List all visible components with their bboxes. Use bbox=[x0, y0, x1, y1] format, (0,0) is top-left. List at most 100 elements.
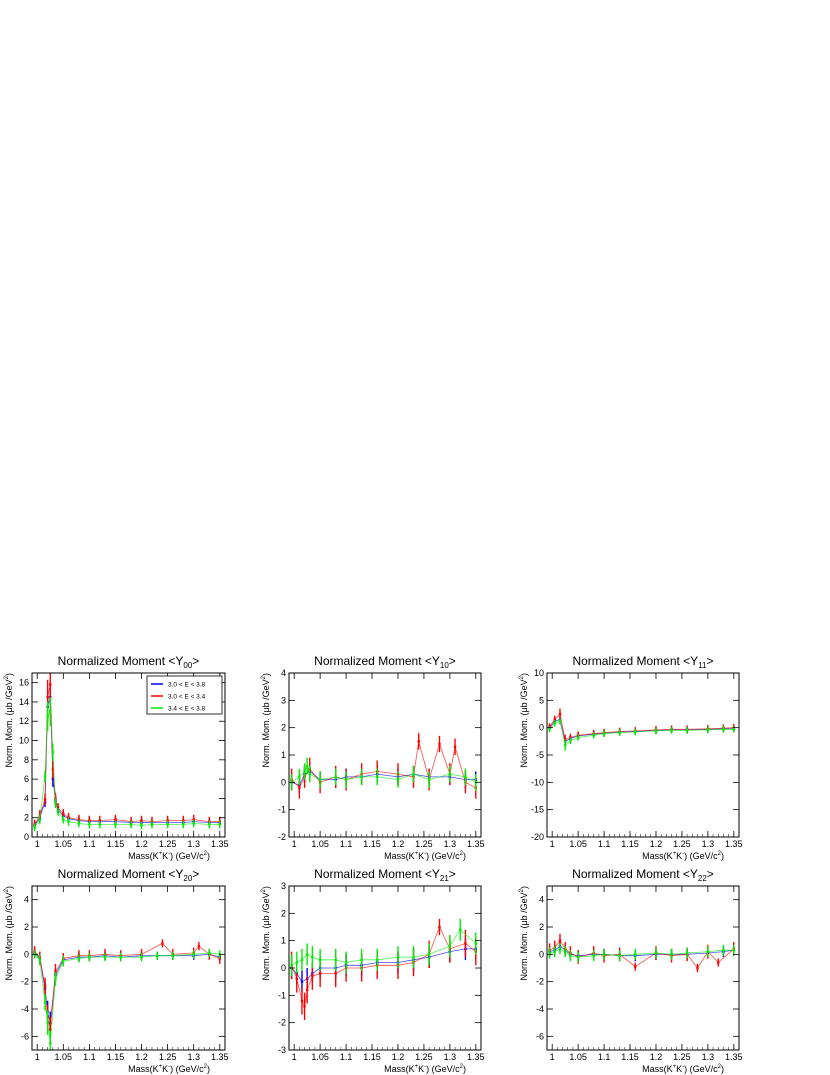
series-00ee00 bbox=[33, 697, 221, 832]
title-main: Normalized Moment <Y bbox=[572, 654, 698, 668]
x-axis-label-part: K bbox=[676, 1064, 682, 1074]
y-tick-label: -2 bbox=[536, 977, 544, 987]
x-tick-label: 1.15 bbox=[363, 1052, 381, 1062]
x-axis-label-part: - bbox=[424, 851, 426, 857]
x-axis-label-part: 2 bbox=[204, 1064, 208, 1070]
y-tick-label: -2 bbox=[278, 1018, 286, 1028]
series-trace bbox=[291, 948, 476, 983]
legend-box bbox=[146, 675, 223, 715]
x-axis-label-part: - bbox=[682, 851, 684, 857]
x-tick-label: 1.35 bbox=[467, 839, 485, 849]
x-tick-label: 1.2 bbox=[135, 839, 148, 849]
title-end: > bbox=[707, 654, 714, 668]
title-main: Normalized Moment <Y bbox=[58, 867, 184, 881]
x-tick-label: 1.15 bbox=[107, 839, 125, 849]
y-axis-label-part: 2 bbox=[519, 888, 525, 892]
y-tick-label: 0 bbox=[281, 963, 286, 973]
chart-title: Normalized Moment <Y20> bbox=[58, 867, 200, 883]
y-tick-label: -2 bbox=[278, 832, 286, 842]
title-end: > bbox=[707, 867, 714, 881]
y-axis-label-part: 2 bbox=[261, 675, 267, 679]
title-subscript: 21 bbox=[440, 874, 449, 883]
x-tick-label: 1.25 bbox=[415, 1052, 433, 1062]
x-axis-label: Mass(K+K-) (GeV/c2) bbox=[642, 851, 724, 861]
x-axis-label-part: 2 bbox=[460, 1064, 464, 1070]
title-end: > bbox=[192, 654, 199, 668]
x-axis-label-part: 2 bbox=[718, 1064, 722, 1070]
x-tick-label: 1.25 bbox=[415, 839, 433, 849]
y-axis-label-part: ) bbox=[519, 673, 529, 676]
series-trace bbox=[34, 696, 220, 826]
x-tick-label: 1.25 bbox=[159, 1052, 177, 1062]
y-axis-label-part: Norm. Mom. (μb /GeV bbox=[4, 892, 14, 980]
y-tick-label: -6 bbox=[21, 1031, 29, 1041]
y-tick-label: 4 bbox=[281, 668, 286, 678]
chart-title: Normalized Moment <Y00> bbox=[58, 654, 200, 670]
x-tick-label: 1.2 bbox=[650, 1052, 663, 1062]
title-subscript: 22 bbox=[698, 874, 707, 883]
x-axis-label-part: + bbox=[673, 1064, 677, 1070]
series-trace bbox=[291, 741, 476, 789]
y-tick-label: -4 bbox=[21, 1004, 29, 1014]
x-axis-label-part: ) (GeV/c bbox=[426, 1064, 460, 1074]
x-tick-label: 1.2 bbox=[650, 839, 663, 849]
x-tick-label: 1.25 bbox=[673, 839, 691, 849]
y-tick-label: 0 bbox=[539, 723, 544, 733]
y-axis-label-part: Norm. Mom. (μb /GeV bbox=[261, 892, 271, 980]
y-axis-label-part: Norm. Mom. (μb /GeV bbox=[519, 892, 529, 980]
y-tick-label: 4 bbox=[24, 895, 29, 905]
series-trace bbox=[291, 925, 477, 1008]
y-tick-label: -1 bbox=[278, 990, 286, 1000]
chart-panel: Normalized Moment <Y10>1 1.05 1.1 1.15 1.2 1.… bbox=[261, 654, 485, 861]
series-00ee00 bbox=[290, 757, 478, 791]
y-tick-label: 0 bbox=[24, 949, 29, 959]
x-axis-label-part: ) (GeV/c bbox=[684, 1064, 718, 1074]
title-subscript: 00 bbox=[183, 661, 192, 670]
chart-title: Normalized Moment <Y21> bbox=[314, 867, 456, 883]
x-tick-label: 1.3 bbox=[187, 839, 200, 849]
x-axis-label-part: - bbox=[424, 1064, 426, 1070]
y-tick-label: -6 bbox=[536, 1031, 544, 1041]
chart-panel: Normalized Moment <Y20>1 1.05 1.1 1.15 1.2 1.… bbox=[4, 867, 229, 1074]
x-tick-label: 1.15 bbox=[621, 839, 639, 849]
y-tick-label: 2 bbox=[281, 723, 286, 733]
x-tick-label: 1.15 bbox=[621, 1052, 639, 1062]
x-axis-label-part: K bbox=[162, 851, 168, 861]
y-axis-label: Norm. Mom. (μb /GeV2) bbox=[261, 886, 271, 981]
plot-frame bbox=[31, 885, 226, 1051]
x-axis-label: Mass(K+K-) (GeV/c2) bbox=[384, 851, 466, 861]
legend-entry: 3.4 < E < 3.8 bbox=[168, 706, 206, 713]
x-tick-label: 1 bbox=[550, 839, 555, 849]
legend-entry: 3.0 < E < 3.8 bbox=[168, 682, 206, 689]
x-tick-label: 1.1 bbox=[340, 839, 353, 849]
y-tick-label: 3 bbox=[281, 695, 286, 705]
y-tick-label: 0 bbox=[24, 832, 29, 842]
y-tick-label: -10 bbox=[531, 777, 544, 787]
x-tick-label: 1.25 bbox=[159, 839, 177, 849]
x-axis-label-part: ) (GeV/c bbox=[684, 851, 718, 861]
y-axis-label-part: ) bbox=[519, 886, 529, 889]
data-layer bbox=[290, 918, 478, 1020]
x-axis-label-part: 2 bbox=[204, 851, 208, 857]
x-tick-label: 1.35 bbox=[467, 1052, 485, 1062]
series-00ee00 bbox=[33, 948, 221, 1050]
y-axis-label-part: 2 bbox=[4, 675, 10, 679]
x-axis-label-part: Mass(K bbox=[384, 851, 415, 861]
y-axis-label-part: ) bbox=[4, 886, 14, 889]
y-tick-label: 2 bbox=[24, 922, 29, 932]
series-trace bbox=[34, 710, 220, 828]
series-trace bbox=[549, 940, 735, 969]
data-point bbox=[474, 942, 478, 945]
plot-frame bbox=[546, 672, 740, 838]
x-axis-label-part: + bbox=[673, 851, 677, 857]
x-tick-label: 1.3 bbox=[444, 839, 457, 849]
series-trace bbox=[549, 718, 734, 742]
x-tick-label: 1.35 bbox=[725, 1052, 743, 1062]
series-ff0000 bbox=[548, 708, 736, 745]
chart-panel: Normalized Moment <Y00>1 1.05 1.1 1.15 1.2 1.… bbox=[4, 654, 229, 861]
x-tick-label: 1.25 bbox=[673, 1052, 691, 1062]
x-tick-label: 1.05 bbox=[569, 839, 587, 849]
x-axis-label-part: Mass(K bbox=[384, 1064, 415, 1074]
data-point bbox=[732, 949, 736, 952]
x-tick-label: 1.35 bbox=[211, 1052, 229, 1062]
